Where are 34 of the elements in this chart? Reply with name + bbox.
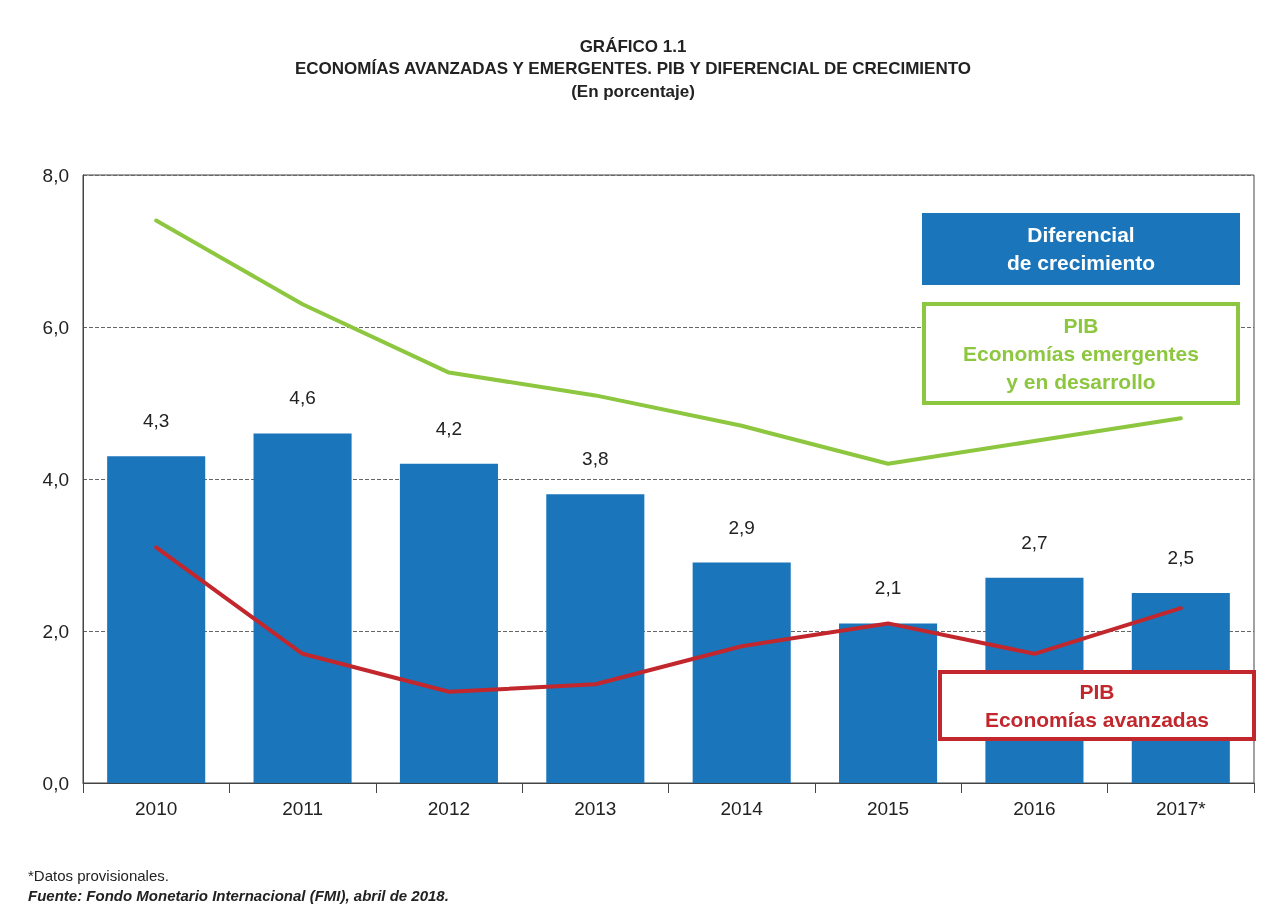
data-label: 2,7 — [1021, 531, 1048, 553]
bar — [839, 623, 938, 783]
bar — [399, 463, 498, 783]
bar — [253, 433, 352, 783]
legend-box: PIB Economías avanzadas — [938, 670, 1256, 741]
x-tick-label: 2011 — [282, 798, 323, 819]
data-label: 3,8 — [582, 448, 609, 470]
bar — [107, 456, 206, 783]
data-label: 4,3 — [142, 410, 170, 432]
x-tick-label: 2015 — [866, 798, 910, 819]
data-label: 4,6 — [289, 387, 316, 409]
y-tick-label: 2,0 — [42, 620, 69, 642]
data-label: 2,1 — [874, 577, 902, 599]
bar — [692, 562, 791, 783]
y-tick-label: 0,0 — [42, 772, 69, 794]
source-note: Fuente: Fondo Monetario Internacional (FMI), abril de 2018. — [28, 887, 449, 904]
bar — [546, 494, 645, 783]
x-tick-label: 2013 — [574, 798, 617, 819]
y-tick-label: 6,0 — [42, 316, 69, 338]
data-label: 4,2 — [435, 417, 463, 439]
y-tick-label: 8,0 — [42, 164, 69, 186]
legend-box: Diferencial de crecimiento — [922, 213, 1240, 285]
x-tick-label: 2010 — [135, 798, 178, 819]
legend-box: PIB Economías emergentes y en desarrollo — [922, 302, 1240, 405]
chart-title: GRÁFICO 1.1 ECONOMÍAS AVANZADAS Y EMERGENTES. PIB Y DIFERENCIAL DE CRECIMIENTO — [295, 36, 971, 78]
data-label: 2,9 — [728, 516, 755, 538]
chart-subtitle: (En porcentaje) — [571, 82, 695, 101]
x-tick-label: 2012 — [427, 798, 471, 819]
x-tick-label: 2014 — [720, 798, 764, 819]
x-tick-label: 2016 — [1013, 798, 1056, 819]
x-tick-label: 2017* — [1155, 798, 1207, 819]
data-label: 2,5 — [1167, 547, 1195, 568]
y-tick-label: 4,0 — [42, 468, 69, 490]
text: *Datos provisionales. — [28, 867, 169, 884]
